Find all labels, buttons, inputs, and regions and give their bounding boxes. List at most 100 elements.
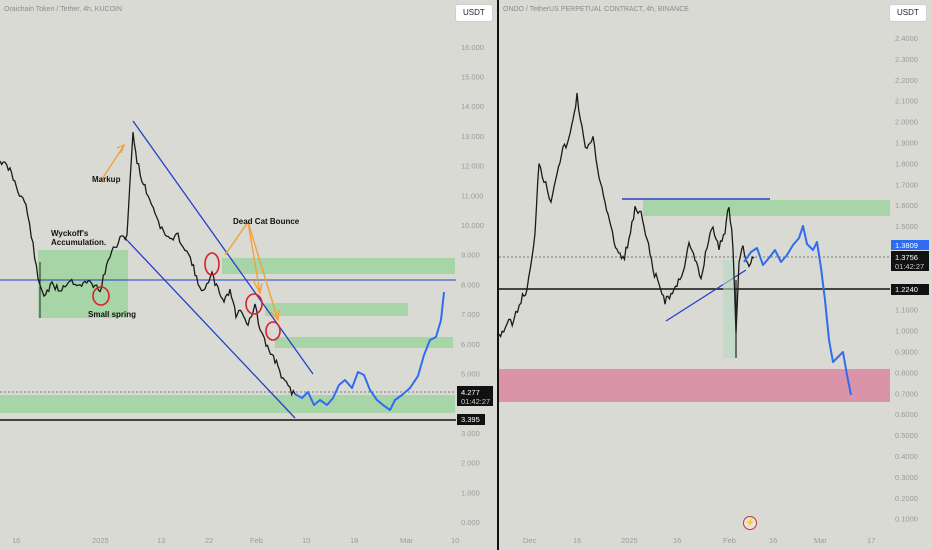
x-tick-label: 16 [573,536,581,545]
y-tick-label: 0.7000 [895,389,918,398]
y-tick-label: 1.1000 [895,306,918,315]
demand-zone-1 [222,258,455,274]
projection-path [294,291,445,411]
x-tick-label: 16 [12,536,20,545]
price-tag-box-blue [891,240,929,250]
red-circle-2 [245,293,263,315]
left-chart-panel[interactable]: Markup Wyckoff's Accumulation. Small spring… [0,0,497,550]
supply-zone [643,200,890,216]
x-tick-label: 10 [451,536,459,545]
price-tag-value: 4.277 [461,388,480,397]
price-tag-box [891,251,929,271]
y-tick-label: 1.5000 [895,222,918,231]
y-tick-label: 0.6000 [895,410,918,419]
annotation-label-3: Small spring [88,310,136,319]
x-tick-label: Mar [814,536,827,545]
y-tick-label: 1.9000 [895,139,918,148]
y-tick-label: 0.4000 [895,452,918,461]
price-tag-countdown: 01:42:27 [895,262,924,271]
x-tick-label: Feb [723,536,736,545]
red-circle-0 [92,286,110,306]
price-tag-value: 1.3756 [895,253,918,262]
right-currency-button[interactable]: USDT [889,4,927,22]
y-tick-label: 1.000 [461,488,480,497]
annotation-label-4: Dead Cat Bounce [233,217,300,226]
red-circle-3 [265,321,281,341]
y-tick-label: 7.000 [461,310,480,319]
annotation-label-1: Wyckoff's [51,229,89,238]
x-tick-label: 2025 [621,536,638,545]
y-tick-label: 1.0000 [895,327,918,336]
spike-highlight [723,260,735,358]
x-tick-label: 10 [302,536,310,545]
x-tick-label: Mar [400,536,413,545]
y-tick-label: 16.000 [461,43,484,52]
price-tag-box [457,386,493,406]
right-chart-panel[interactable]: 2.4000 2.3000 2.2000 2.1000 2.0000 1.9000 1.80… [499,0,932,550]
key-level-tag-box [891,284,929,295]
orange-arrowhead-2 [270,309,280,322]
y-tick-label: 2.0000 [895,118,918,127]
y-tick-label: 2.3000 [895,55,918,64]
x-tick-label: 17 [867,536,875,545]
x-tick-label: 22 [205,536,213,545]
y-tick-label: 0.9000 [895,348,918,357]
right-symbol-title: ONDO / TetherUS PERPETUAL CONTRACT, 4h, … [503,6,689,13]
demand-zone-4 [0,395,455,413]
y-tick-label: 2.4000 [895,34,918,43]
projection-path [743,225,852,396]
orange-arrowhead-1 [252,279,263,296]
y-tick-label: 0.3000 [895,473,918,482]
red-circle-1 [204,252,220,276]
x-tick-label: 18 [350,536,358,545]
x-tick-label: 16 [769,536,777,545]
y-tick-label: 13.000 [461,132,484,141]
y-tick-label: 0.1000 [895,515,918,524]
y-tick-label: 8.000 [461,280,480,289]
y-tick-label: 0.2000 [895,494,918,503]
y-tick-label: 2.000 [461,459,480,468]
y-tick-label: 2.1000 [895,97,918,106]
price-tag-value: 1.3809 [895,241,918,250]
price-candles [499,92,755,338]
x-tick-label: Dec [523,536,537,545]
lightning-icon[interactable]: ⚡ [743,516,757,530]
orange-arrow-0 [99,146,124,183]
y-tick-label: 15.000 [461,73,484,82]
target-zone [499,369,890,402]
y-tick-label: 9.000 [461,251,480,260]
y-tick-label: 5.000 [461,370,480,379]
orange-arrow-1 [224,221,249,256]
x-tick-label: 2025 [92,536,109,545]
channel-lower-line [123,236,296,419]
left-currency-button[interactable]: USDT [455,4,493,22]
orange-arrowhead-markup [116,143,126,154]
orange-arrow-2 [247,221,261,294]
demand-zone-3 [275,337,453,348]
demand-zone-2 [265,303,408,316]
channel-upper-line [132,120,314,375]
y-tick-label: 0.8000 [895,368,918,377]
right-chart-canvas[interactable]: 2.4000 2.3000 2.2000 2.1000 2.0000 1.9000 1.80… [499,0,932,550]
y-tick-label: 0.5000 [895,431,918,440]
x-tick-label: Feb [250,536,263,545]
y-tick-label: 1.8000 [895,159,918,168]
orange-arrow-3 [247,221,279,321]
y-tick-label: 0.000 [461,518,480,527]
y-tick-label: 6.000 [461,340,480,349]
x-tick-label: 13 [157,536,165,545]
y-tick-label: 12.000 [461,162,484,171]
y-tick-label: 3.000 [461,429,480,438]
y-tick-label: 2.2000 [895,76,918,85]
support-tag-value: 3.395 [461,415,480,424]
panel-divider[interactable] [497,0,499,550]
y-tick-label: 14.000 [461,102,484,111]
y-tick-label: 1.7000 [895,180,918,189]
support-tag-box [457,414,485,425]
price-candles [0,132,296,397]
y-tick-label: 1.6000 [895,201,918,210]
left-symbol-title: Oraichain Token / Tether, 4h, KUCOIN [4,6,123,13]
y-tick-label: 10.000 [461,221,484,230]
